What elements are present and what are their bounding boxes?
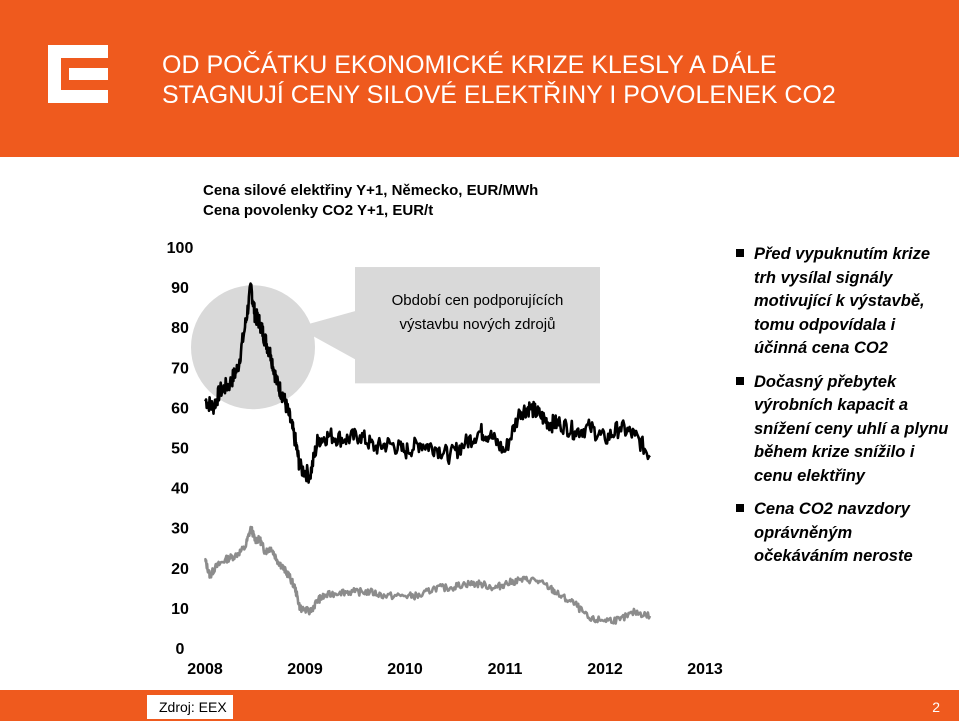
y-tick-label: 90 [171, 280, 189, 297]
y-tick-label: 80 [171, 320, 189, 337]
page-number: 2 [932, 699, 940, 715]
x-tick-label: 2009 [287, 661, 323, 678]
slide-title-line2: STAGNUJÍ CENY SILOVÉ ELEKTŘINY I POVOLEN… [162, 81, 836, 109]
callout-text-line2: výstavbu nových zdrojů [400, 316, 556, 333]
commentary-bullets: Před vypuknutím krize trh vysílal signál… [735, 243, 950, 579]
y-tick-label: 20 [171, 561, 189, 578]
y-tick-label: 70 [171, 360, 189, 377]
price-line-chart: Období cen podporujících výstavbu nových … [167, 240, 723, 678]
y-tick-label: 60 [171, 400, 189, 417]
y-tick-label: 10 [171, 601, 189, 618]
callout-text-line1: Období cen podporujících [392, 292, 564, 309]
bullet-square-icon [736, 504, 744, 512]
bullet-text: Před vypuknutím krize trh vysílal signál… [754, 245, 931, 357]
co2-price-line [203, 525, 652, 625]
x-tick-label: 2010 [387, 661, 423, 678]
bullet-item: Před vypuknutím krize trh vysílal signál… [735, 243, 950, 361]
y-tick-label: 100 [167, 240, 194, 257]
y-tick-label: 50 [171, 441, 189, 458]
y-tick-label: 40 [171, 481, 189, 498]
brand-logo [48, 45, 108, 103]
slide-title: OD POČÁTKU EKONOMICKÉ KRIZE KLESLY A DÁL… [162, 50, 942, 110]
callout-pointer [297, 311, 355, 360]
x-tick-label: 2013 [687, 661, 723, 678]
y-tick-label: 30 [171, 521, 189, 538]
slide-title-line1: OD POČÁTKU EKONOMICKÉ KRIZE KLESLY A DÁL… [162, 51, 777, 79]
power-price-line [204, 282, 651, 484]
y-tick-label: 0 [176, 641, 185, 658]
x-tick-label: 2011 [488, 661, 523, 678]
bullet-item: Dočasný přebytek výrobních kapacit a sní… [735, 371, 950, 489]
x-tick-label: 2008 [187, 661, 223, 678]
bullet-text: Dočasný přebytek výrobních kapacit a sní… [754, 372, 949, 485]
bullet-text: Cena CO2 navzdory oprávněným očekáváním … [754, 500, 913, 565]
bullet-square-icon [736, 376, 744, 385]
chart-series-titles: Cena silové elektřiny Y+1, Německo, EUR/… [203, 181, 723, 221]
source-note: Zdroj: EEX [147, 695, 233, 719]
callout-box [355, 267, 600, 384]
slide-header: OD POČÁTKU EKONOMICKÉ KRIZE KLESLY A DÁL… [0, 0, 959, 157]
bullet-square-icon [736, 249, 744, 257]
bullet-item: Cena CO2 navzdory oprávněným očekáváním … [735, 498, 950, 569]
slide-footer [0, 690, 959, 721]
co2-series-title: Cena povolenky CO2 Y+1, EUR/t [203, 202, 434, 219]
callout-circle [191, 285, 315, 410]
power-series-title: Cena silové elektřiny Y+1, Německo, EUR/… [203, 182, 539, 199]
x-tick-label: 2012 [587, 661, 623, 678]
